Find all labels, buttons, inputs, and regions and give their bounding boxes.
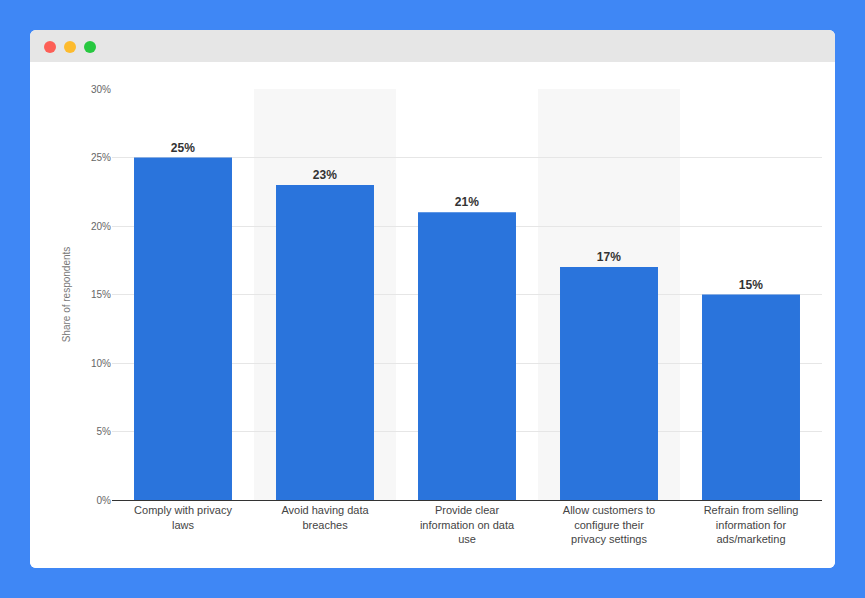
svg-text:0%: 0%	[97, 495, 112, 506]
svg-text:15%: 15%	[91, 289, 111, 300]
svg-text:Provide clearinformation on da: Provide clearinformation on datause	[420, 504, 515, 545]
svg-text:23%: 23%	[313, 168, 337, 182]
svg-text:30%: 30%	[91, 84, 111, 95]
svg-text:15%: 15%	[739, 278, 763, 292]
svg-text:Avoid having databreaches: Avoid having databreaches	[281, 504, 369, 530]
svg-text:Share of respondents: Share of respondents	[61, 247, 72, 343]
svg-text:10%: 10%	[91, 358, 111, 369]
svg-text:Refrain from sellinginformatio: Refrain from sellinginformation forads/m…	[704, 504, 799, 545]
svg-text:17%: 17%	[597, 250, 621, 264]
svg-text:25%: 25%	[171, 141, 195, 155]
svg-text:25%: 25%	[91, 152, 111, 163]
svg-text:Allow customers toconfigure th: Allow customers toconfigure theirprivacy…	[563, 504, 655, 545]
svg-text:20%: 20%	[91, 221, 111, 232]
svg-text:Comply with privacylaws: Comply with privacylaws	[134, 504, 232, 530]
svg-text:5%: 5%	[97, 426, 112, 437]
svg-text:21%: 21%	[455, 195, 479, 209]
